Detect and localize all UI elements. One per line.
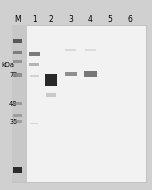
Text: 4: 4 <box>88 15 93 24</box>
Bar <box>45 74 57 86</box>
Bar <box>13 60 22 63</box>
Text: 2: 2 <box>48 15 53 24</box>
Bar <box>29 52 40 56</box>
Bar <box>13 39 22 43</box>
Text: M: M <box>14 15 21 24</box>
Bar <box>85 49 96 51</box>
Text: 6: 6 <box>128 15 132 24</box>
Bar <box>13 167 22 173</box>
Text: kDa: kDa <box>2 62 15 68</box>
Bar <box>65 72 77 76</box>
Bar <box>84 71 97 77</box>
Bar <box>12 25 146 182</box>
Text: 5: 5 <box>108 15 113 24</box>
Bar <box>13 114 22 117</box>
Text: 3: 3 <box>68 15 73 24</box>
Bar <box>13 120 22 123</box>
Bar <box>12 25 27 182</box>
Bar <box>30 123 38 124</box>
Bar <box>30 75 39 77</box>
Text: 72: 72 <box>9 72 18 78</box>
Bar <box>13 51 22 54</box>
Bar <box>46 93 56 97</box>
Text: 1: 1 <box>32 15 37 24</box>
Bar <box>29 63 39 66</box>
Text: 48: 48 <box>9 101 18 107</box>
Bar <box>13 102 22 105</box>
Bar <box>13 73 22 77</box>
Bar <box>65 49 76 51</box>
Text: 35: 35 <box>9 119 17 125</box>
